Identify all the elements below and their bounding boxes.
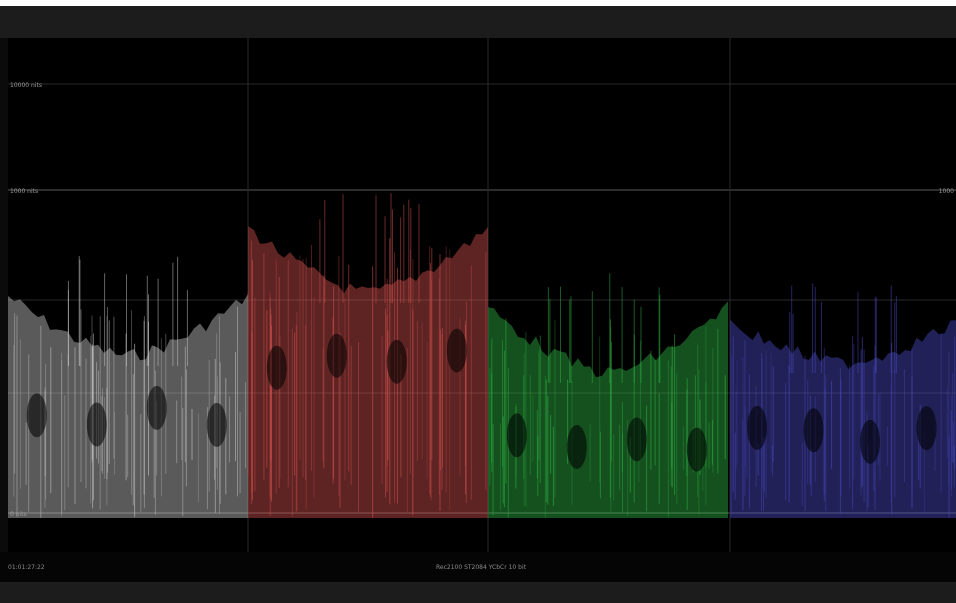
scale-label-reference-right: 1000 [938,188,954,195]
waveform-trace-blue [730,283,956,518]
top-toolbar [0,6,956,38]
timecode-readout: 01:01:27:22 [8,564,45,571]
waveform-trace-luma [8,256,248,518]
bottom-toolbar [0,582,956,603]
waveform-trace-red [247,193,488,518]
signal-format-readout: Rec2100 ST2084 YCbCr 10 bit [436,564,526,571]
waveform-canvas [8,38,956,552]
scale-label-reference: 1000 nits [10,188,39,195]
waveform-scope[interactable]: 10000 nits 1000 nits 1000 0 nits [8,38,956,552]
scope-window: 10000 nits 1000 nits 1000 0 nits 01:01:2… [0,6,956,603]
scale-label-bottom: 0 nits [10,511,27,518]
waveform-trace-green [488,273,728,518]
scale-label-top: 10000 nits [10,82,42,89]
status-bar: 01:01:27:22 Rec2100 ST2084 YCbCr 10 bit [0,552,956,582]
